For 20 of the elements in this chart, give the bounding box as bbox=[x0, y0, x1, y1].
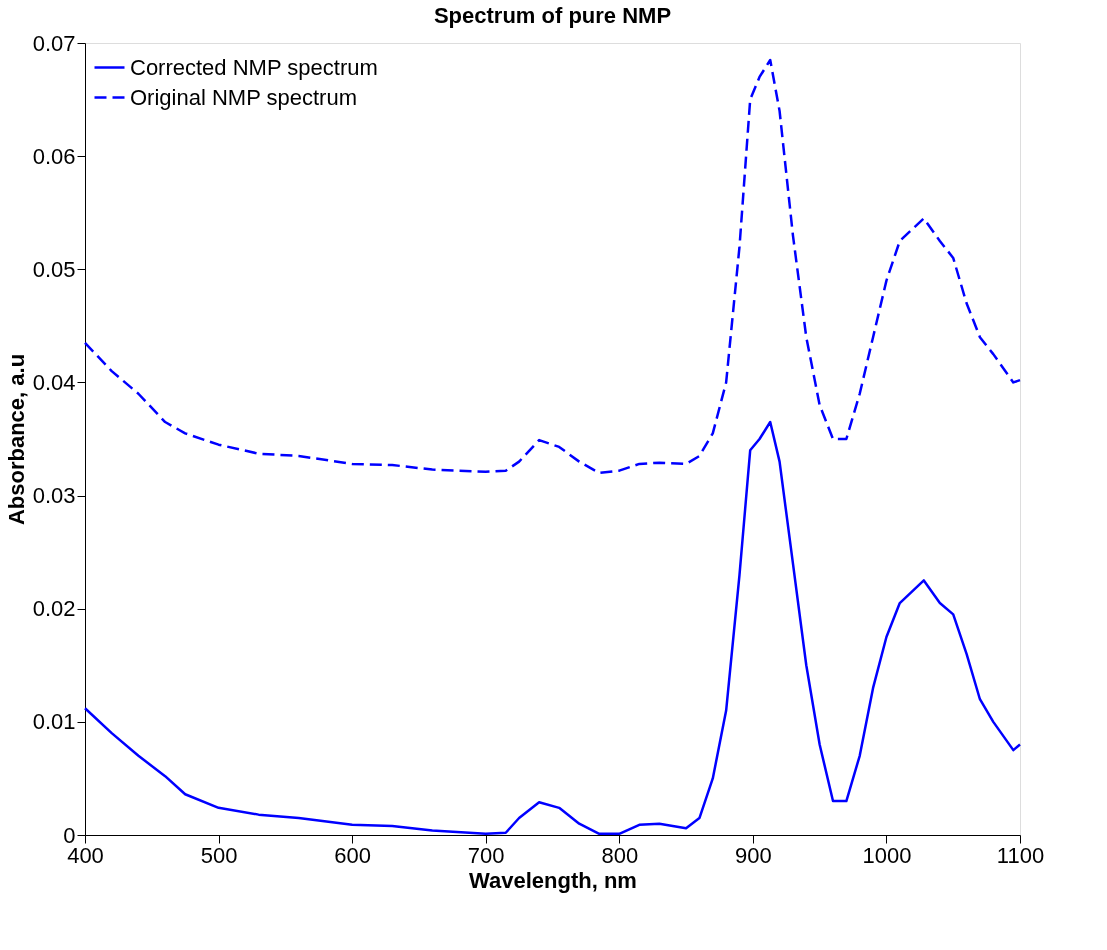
y-tick-label: 0.01 bbox=[32, 709, 76, 735]
y-tick-label: 0.07 bbox=[32, 30, 76, 56]
line-series bbox=[83, 58, 1022, 475]
x-tick-label: 600 bbox=[334, 842, 371, 868]
legend-label: Corrected NMP spectrum bbox=[130, 54, 378, 80]
x-tick-label: 1100 bbox=[996, 842, 1045, 868]
y-tick-label: 0.03 bbox=[32, 483, 76, 509]
y-axis-title: Absorbance, a.u bbox=[3, 353, 29, 526]
chart-title: Spectrum of pure NMP bbox=[433, 3, 672, 28]
x-axis-title: Wavelength, nm bbox=[469, 867, 637, 893]
y-tick-label: 0.02 bbox=[32, 596, 76, 622]
x-tick-label: 500 bbox=[200, 842, 238, 868]
legend-label: Original NMP spectrum bbox=[130, 84, 357, 110]
x-tick-label: 1000 bbox=[862, 842, 912, 868]
x-tick-label: 900 bbox=[735, 842, 772, 868]
y-tick-label: 0.04 bbox=[32, 369, 76, 395]
y-tick-label: 0.06 bbox=[32, 143, 76, 169]
y-tick-label: 0.05 bbox=[32, 256, 76, 282]
x-tick-label: 800 bbox=[601, 842, 639, 868]
x-tick-label: 700 bbox=[467, 842, 505, 868]
